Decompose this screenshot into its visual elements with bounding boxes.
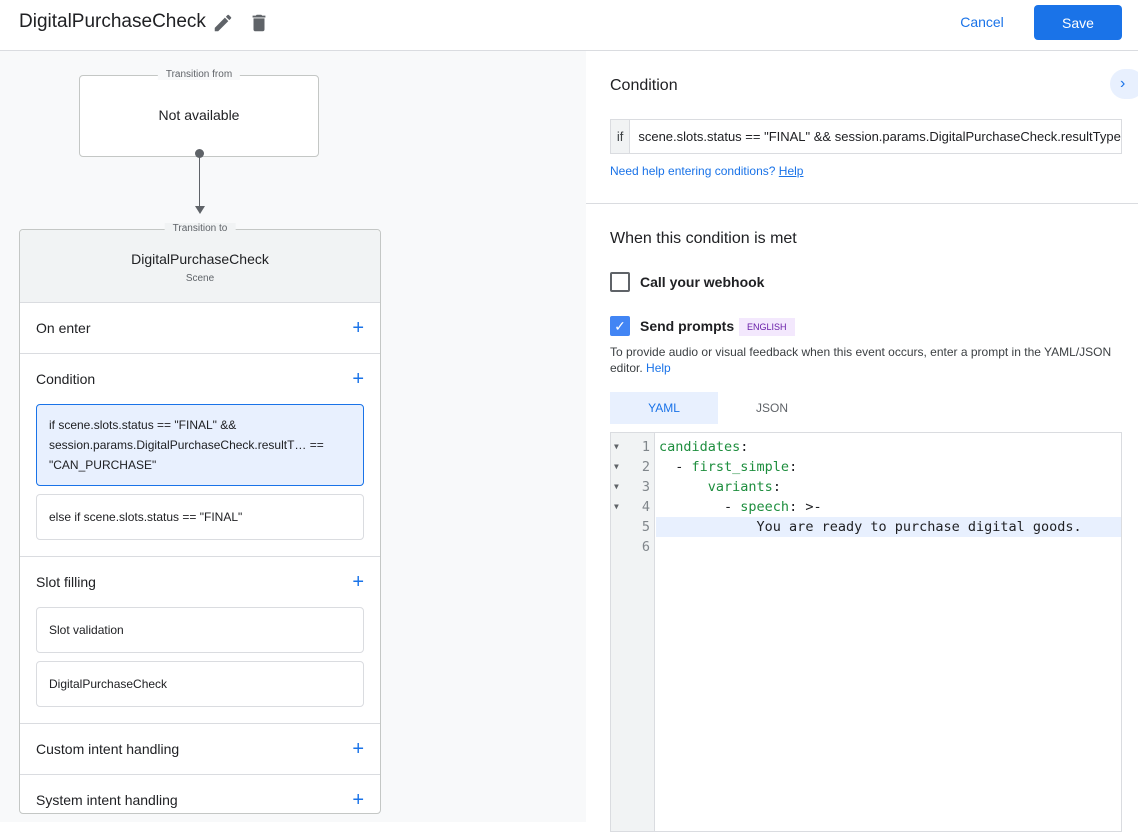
connector-dot <box>195 149 204 158</box>
code-line[interactable]: variants: <box>707 479 781 495</box>
add-icon[interactable]: + <box>352 737 364 760</box>
slot-item[interactable]: DigitalPurchaseCheck <box>36 661 364 707</box>
add-icon[interactable]: + <box>352 570 364 593</box>
section-label: Condition <box>36 371 96 387</box>
delete-icon[interactable] <box>248 12 270 34</box>
line-number: 6 <box>641 539 650 555</box>
add-icon[interactable]: + <box>352 367 364 390</box>
section-condition: Condition + if scene.slots.status == "FIN… <box>20 354 380 557</box>
line-number: ▼ 1 <box>614 439 650 455</box>
webhook-label: Call your webhook <box>640 274 765 290</box>
condition-input[interactable]: if scene.slots.status == "FINAL" && sess… <box>610 119 1122 154</box>
scene-header: Transition to DigitalPurchaseCheck Scene <box>20 223 380 303</box>
connector-line <box>199 155 200 207</box>
send-prompts-label: Send prompts <box>640 318 735 334</box>
edit-icon[interactable] <box>212 12 234 34</box>
page-title: DigitalPurchaseCheck <box>19 11 206 32</box>
condition-help: Need help entering conditions? Help <box>610 164 803 178</box>
transition-to-legend: Transition to <box>164 223 236 234</box>
transition-from-box: Transition from Not available <box>79 69 319 157</box>
help-link[interactable]: Help <box>646 361 671 375</box>
section-label: System intent handling <box>36 792 178 808</box>
condition-item[interactable]: else if scene.slots.status == "FINAL" <box>36 494 364 540</box>
help-link[interactable]: Help <box>778 164 804 178</box>
section-label: On enter <box>36 320 91 336</box>
tab-json[interactable]: JSON <box>755 401 788 415</box>
condition-expression[interactable]: scene.slots.status == "FINAL" && session… <box>638 129 1121 144</box>
transition-from-value: Not available <box>158 107 240 123</box>
condition-title: Condition <box>610 77 678 94</box>
scene-type: Scene <box>185 273 215 284</box>
check-icon: ✓ <box>614 318 626 334</box>
condition-item-selected[interactable]: if scene.slots.status == "FINAL" && sess… <box>36 404 364 486</box>
help-text: Need help entering conditions? <box>610 164 776 178</box>
send-prompts-checkbox[interactable]: ✓ <box>610 316 630 336</box>
flow-canvas: Transition from Not available Transition… <box>0 51 586 822</box>
code-line[interactable]: You are ready to purchase digital goods. <box>656 517 1121 537</box>
code-editor[interactable]: ▼ 1 ▼ 2 ▼ 3 ▼ 4 5 6 candidates: - first_simple: v… <box>610 432 1122 832</box>
arrow-down-icon <box>195 206 205 214</box>
code-line[interactable]: - speech: >- <box>659 499 822 515</box>
cancel-button[interactable]: Cancel <box>946 8 1018 36</box>
code-line[interactable]: - first_simple: <box>659 459 798 475</box>
prompt-description: To provide audio or visual feedback when… <box>610 344 1120 376</box>
section-slot-filling: Slot filling + Slot validation DigitalPur… <box>20 557 380 724</box>
if-label: if <box>611 120 631 153</box>
slot-item[interactable]: Slot validation <box>36 607 364 653</box>
tab-yaml[interactable]: YAML <box>610 392 718 424</box>
code-line[interactable] <box>656 537 1121 557</box>
section-custom-intent: Custom intent handling + <box>20 724 380 775</box>
line-number: ▼ 4 <box>614 499 650 515</box>
line-number: 5 <box>641 519 650 535</box>
fold-arrow-icon[interactable]: ▼ <box>614 442 619 451</box>
fold-arrow-icon[interactable]: ▼ <box>614 462 619 471</box>
code-line[interactable]: candidates: <box>659 439 749 455</box>
top-bar: DigitalPurchaseCheck Cancel Save <box>0 0 1138 51</box>
section-on-enter: On enter + <box>20 303 380 354</box>
line-number: ▼ 2 <box>614 459 650 475</box>
add-icon[interactable]: + <box>352 316 364 339</box>
language-badge: ENGLISH <box>739 318 795 336</box>
add-icon[interactable]: + <box>352 788 364 811</box>
scene-card: Transition to DigitalPurchaseCheck Scene… <box>19 223 381 814</box>
fold-arrow-icon[interactable]: ▼ <box>614 482 619 491</box>
section-label: Custom intent handling <box>36 741 180 757</box>
transition-from-legend: Transition from <box>157 69 241 80</box>
fold-arrow-icon[interactable]: ▼ <box>614 502 619 511</box>
chevron-right-icon[interactable]: › <box>1110 69 1138 99</box>
save-button[interactable]: Save <box>1034 5 1122 40</box>
description-text: To provide audio or visual feedback when… <box>610 345 1112 375</box>
line-number: ▼ 3 <box>614 479 650 495</box>
scene-name: DigitalPurchaseCheck <box>131 251 269 267</box>
met-title: When this condition is met <box>610 230 797 247</box>
divider <box>586 203 1138 204</box>
webhook-checkbox[interactable] <box>610 272 630 292</box>
line-gutter: ▼ 1 ▼ 2 ▼ 3 ▼ 4 5 6 <box>611 433 655 831</box>
section-label: Slot filling <box>36 574 96 590</box>
condition-panel: › Condition if scene.slots.status == "FI… <box>586 51 1138 832</box>
section-system-intent: System intent handling + <box>20 775 380 825</box>
